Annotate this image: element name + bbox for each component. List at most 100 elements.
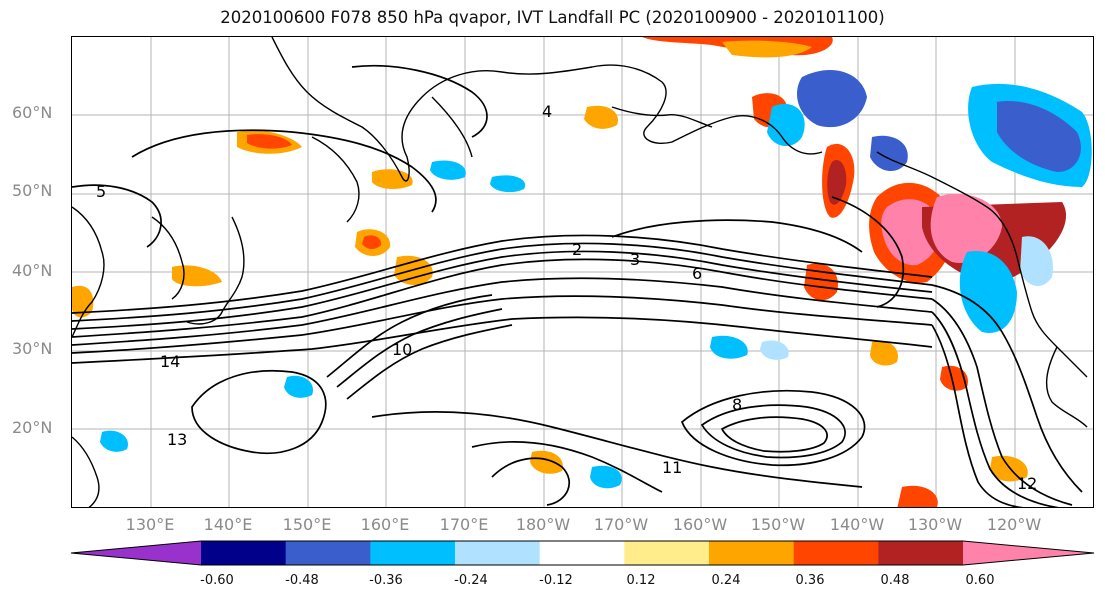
shaded-field: [72, 37, 1092, 507]
anomaly-blob: [590, 465, 622, 489]
anomaly-blob: [722, 40, 812, 58]
anomaly-blob: [372, 169, 413, 189]
anomaly-blob: [959, 251, 1017, 333]
colorbar-outline: [70, 552, 71, 554]
contour-line: [72, 234, 933, 314]
anomaly-blob: [247, 134, 292, 149]
anomaly-blob: [490, 175, 526, 193]
contour-line: [72, 258, 933, 338]
anomaly-blob: [797, 69, 867, 128]
contour-label: 13: [167, 430, 187, 449]
contour-line: [831, 196, 905, 308]
anomaly-blob: [767, 103, 805, 147]
contour-line: [326, 294, 493, 378]
map-title: 2020100600 F078 850 hPa qvapor, IVT Land…: [220, 8, 885, 27]
anomaly-blob: [804, 263, 838, 301]
lat-label-30n: 30°N: [12, 339, 53, 358]
contour-line: [700, 404, 846, 459]
colorbar-bin: [370, 541, 456, 565]
coastlines: [72, 37, 1088, 507]
lon-label-130w: 130°W: [907, 515, 963, 534]
contour-labels: 2 3 4 5 6 8 10 11 12 13 14: [96, 102, 1037, 493]
contour-line: [72, 184, 162, 248]
contour-label: 2: [572, 240, 582, 259]
anomaly-blob: [930, 193, 1002, 263]
contour-label: 10: [392, 340, 412, 359]
contour-line: [191, 369, 327, 455]
contour-label: 4: [542, 102, 552, 121]
anomaly-blob: [430, 160, 466, 180]
contour-line: [72, 242, 933, 322]
colorbar-tick: -0.48: [285, 573, 319, 588]
contour-line: [346, 324, 513, 400]
anomaly-blob: [990, 455, 1028, 482]
contour-label: 14: [160, 352, 180, 371]
colorbar-bin: [539, 541, 625, 565]
lon-label-160w: 160°W: [672, 515, 728, 534]
anomaly-blob: [997, 101, 1081, 172]
lon-label-120w: 120°W: [986, 515, 1042, 534]
coastline-north: [271, 37, 823, 182]
contour-label: 3: [630, 250, 640, 269]
graticule: [72, 37, 1093, 507]
colorbar-tick: -0.24: [454, 573, 488, 588]
anomaly-blob: [760, 340, 789, 360]
colorbar-bin: [201, 541, 287, 565]
contour-line: [72, 277, 933, 346]
lon-label-150w: 150°W: [750, 515, 806, 534]
anomaly-blob: [1020, 236, 1053, 287]
colorbar-tick: -0.60: [200, 573, 234, 588]
anomaly-blob: [172, 265, 222, 287]
lon-label-130e: 130°E: [125, 515, 175, 534]
colorbar-bin: [709, 541, 795, 565]
lat-label-60n: 60°N: [12, 103, 53, 122]
contour-line: [351, 64, 488, 138]
coastline-north: [611, 106, 713, 128]
map-panel: 2 3 4 5 6 8 10 11 12 13 14: [71, 36, 1094, 508]
anomaly-blob: [584, 105, 618, 129]
colorbar-extend-high: [963, 541, 1094, 565]
colorbar-bin: [793, 541, 879, 565]
contour-label: 6: [692, 264, 702, 283]
anomaly-blob: [897, 485, 938, 507]
lat-label-20n: 20°N: [12, 418, 53, 437]
contour-line: [72, 295, 933, 354]
anomaly-blob: [100, 430, 128, 452]
colorbar-bin: [455, 541, 541, 565]
contour-line: [72, 316, 933, 364]
contour-label: 11: [662, 458, 682, 477]
contour-line: [611, 219, 863, 253]
contour-label: 5: [96, 182, 106, 201]
colorbar-tick: 0.48: [880, 573, 910, 588]
colorbar-tick: 0.60: [965, 573, 995, 588]
contour-line: [371, 410, 863, 488]
coastline-korea: [151, 216, 185, 300]
anomaly-blob: [362, 235, 382, 250]
contour-line: [931, 298, 1073, 506]
ivt-contours: [72, 64, 1083, 507]
anomaly-blob: [870, 340, 898, 366]
colorbar-tick: 0.24: [711, 573, 741, 588]
lon-label-140e: 140°E: [203, 515, 253, 534]
coastline-kamchatka: [311, 136, 360, 223]
lat-label-40n: 40°N: [12, 261, 53, 280]
lon-label-140w: 140°W: [829, 515, 885, 534]
coastline-asia-south: [72, 436, 100, 507]
colorbar-tick: -0.36: [369, 573, 403, 588]
colorbar-bin: [878, 541, 964, 565]
colorbar-border: [70, 540, 1095, 566]
lat-label-50n: 50°N: [12, 181, 53, 200]
contour-line: [471, 440, 663, 493]
colorbar-tick: 0.36: [795, 573, 825, 588]
contour-line: [72, 250, 933, 330]
lon-label-170e: 170°E: [439, 515, 489, 534]
anomaly-blob: [710, 335, 748, 359]
anomaly-blob: [284, 375, 313, 398]
anomaly-blob: [72, 285, 94, 318]
coastline-asia: [72, 206, 105, 338]
colorbar-bin: [285, 541, 371, 565]
contour-line: [131, 129, 437, 213]
colorbar-tick: -0.12: [539, 573, 573, 588]
contour-label: 8: [732, 395, 742, 414]
contour-line: [491, 457, 570, 506]
